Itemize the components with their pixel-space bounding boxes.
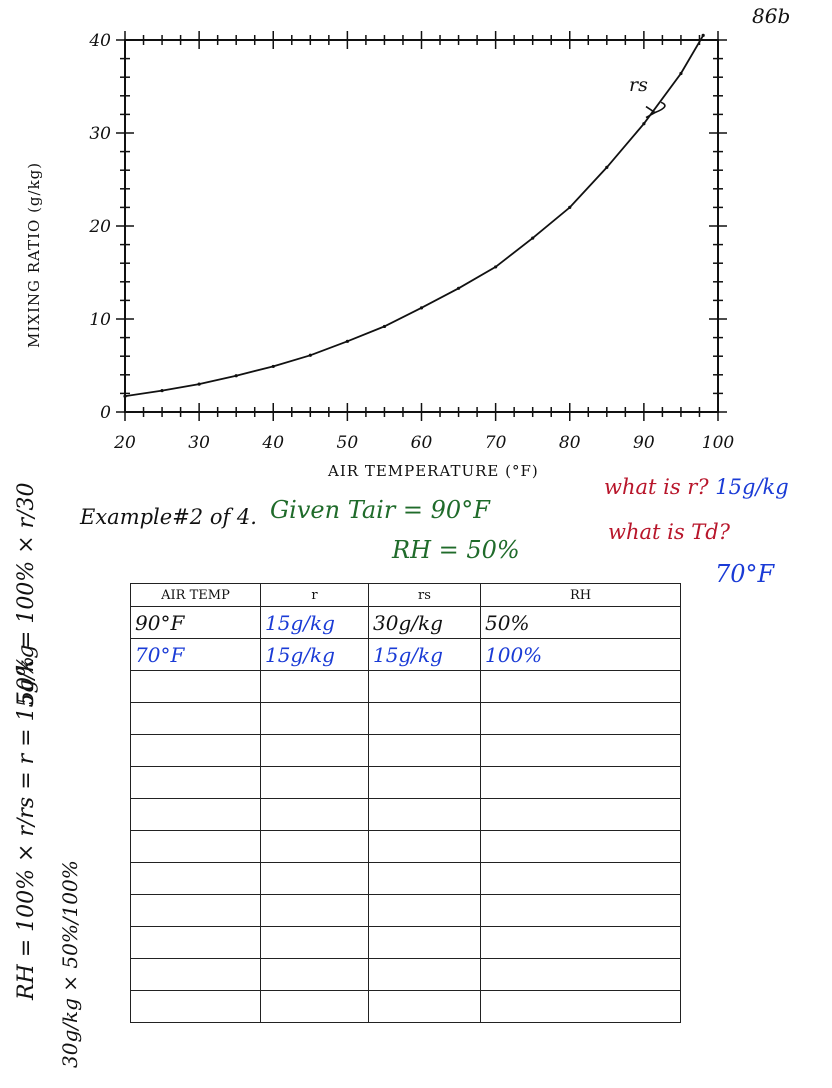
cell-rs: 30g/kg: [368, 606, 481, 639]
series-line-rs: [124, 34, 704, 398]
series-point: [642, 122, 646, 126]
table-row: [130, 830, 681, 863]
question-r: what is r? 15g/kg: [604, 475, 789, 499]
table-row: [130, 702, 681, 735]
table-header-row: AIR TEMP r rs RH: [130, 583, 681, 607]
table-row: [130, 798, 681, 831]
question-r-text: what is r?: [604, 475, 709, 499]
x-tick-label: 80: [559, 433, 581, 453]
cell-air-temp: 90°F: [130, 606, 261, 639]
x-tick-label: 20: [113, 433, 136, 453]
x-tick-label: 40: [261, 433, 284, 453]
series-point: [419, 306, 424, 310]
side-note-calculation: 30g/kg × 50%/100%: [58, 860, 82, 1068]
header-rh: RH: [480, 583, 681, 607]
series-point: [271, 364, 275, 369]
table-row: [130, 862, 681, 895]
answer-td: 70°F: [715, 560, 775, 588]
chart-tick-labels: 20 30 40 50 60 70 80 90 100 0 10 20 30 40: [88, 31, 734, 453]
given-rh: RH = 50%: [392, 536, 520, 564]
x-tick-label: 30: [188, 433, 210, 453]
y-tick-label: 0: [100, 403, 111, 423]
example-heading: Example#2 of 4.: [80, 505, 257, 529]
y-axis-label: MIXING RATIO (g/kg): [25, 161, 43, 348]
series-point: [308, 353, 312, 357]
chart-ticks: [116, 31, 727, 421]
mixing-ratio-chart: 20 30 40 50 60 70 80 90 100 0 10 20 30 40 rs: [88, 31, 734, 453]
series-point: [160, 389, 164, 393]
table-row: 70°F 15g/kg 15g/kg 100%: [130, 638, 681, 671]
series-point: [123, 394, 127, 398]
series-point: [345, 339, 349, 343]
series-point: [197, 382, 201, 386]
answer-r: 15g/kg: [715, 475, 789, 499]
x-tick-label: 70: [485, 433, 507, 453]
y-tick-label: 30: [89, 124, 111, 144]
chart-annotation: rs: [629, 74, 666, 119]
x-tick-label: 60: [411, 433, 433, 453]
series-point: [531, 236, 535, 240]
series-point: [701, 33, 705, 37]
rs-curve-label: rs: [629, 74, 648, 96]
y-tick-label: 10: [89, 310, 111, 330]
cell-rh: 100%: [480, 638, 681, 671]
table-row: [130, 766, 681, 799]
side-note-rh-formula: RH = 100% × r/rs = r = 15g/kg: [14, 644, 39, 1000]
header-r: r: [260, 583, 369, 607]
question-td: what is Td?: [608, 520, 731, 544]
page-number: 86b: [752, 4, 791, 28]
header-air-temp: AIR TEMP: [130, 583, 261, 607]
rs-arrow: [654, 101, 666, 114]
series-point: [679, 71, 683, 76]
y-tick-label: 40: [88, 31, 111, 51]
series-point: [234, 374, 238, 378]
cell-r: 15g/kg: [260, 638, 369, 671]
x-axis-label: AIR TEMPERATURE (°F): [328, 462, 539, 480]
header-rs: rs: [368, 583, 481, 607]
cell-air-temp: 70°F: [130, 638, 261, 671]
table-row: [130, 926, 681, 959]
series-point: [494, 265, 498, 269]
rs-arrow-head: [645, 105, 657, 119]
table-row: 90°F 15g/kg 30g/kg 50%: [130, 606, 681, 639]
y-tick-label: 20: [88, 217, 111, 237]
series-point: [456, 286, 461, 290]
worksheet-table: AIR TEMP r rs RH 90°F 15g/kg 30g/kg 50% …: [130, 583, 681, 1023]
table-row: [130, 894, 681, 927]
series-point: [568, 205, 572, 209]
cell-r: 15g/kg: [260, 606, 369, 639]
x-tick-label: 100: [702, 433, 735, 453]
table-row: [130, 670, 681, 703]
series-point: [382, 324, 387, 329]
cell-rs: 15g/kg: [368, 638, 481, 671]
table-row: [130, 734, 681, 767]
chart-series: [123, 33, 705, 398]
x-tick-label: 50: [337, 433, 359, 453]
table-row: [130, 990, 681, 1023]
series-point: [605, 165, 609, 170]
given-air-temp: Given Tair = 90°F: [270, 496, 490, 524]
cell-rh: 50%: [480, 606, 681, 639]
x-tick-label: 90: [633, 433, 655, 453]
table-row: [130, 958, 681, 991]
